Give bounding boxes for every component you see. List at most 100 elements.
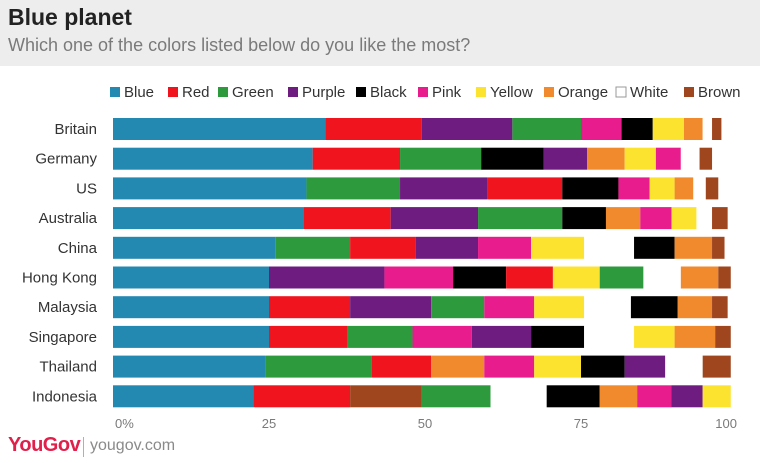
bar-row-china [113, 236, 725, 259]
y-label-britain: Britain [54, 121, 97, 138]
bar-segment-us-black [562, 177, 619, 200]
bar-segment-china-blue [113, 236, 276, 259]
bar-segment-singapore-orange [674, 325, 716, 348]
bar-segment-hong-kong-blue [113, 266, 269, 289]
bar-segment-malaysia-white [584, 296, 631, 319]
y-label-thailand: Thailand [39, 359, 97, 376]
y-label-china: China [58, 240, 98, 257]
legend-swatch-pink [418, 87, 428, 97]
bar-segment-us-green [306, 177, 401, 200]
bar-segment-malaysia-blue [113, 296, 269, 319]
y-label-australia: Australia [39, 210, 98, 227]
bar-segment-china-white [584, 236, 635, 259]
bar-segment-indonesia-white [490, 385, 547, 408]
bar-segment-china-orange [674, 236, 713, 259]
bar-segment-australia-white [696, 207, 713, 230]
bar-segment-indonesia-blue [113, 385, 254, 408]
bar-segment-malaysia-orange [677, 296, 713, 319]
bar-segment-hong-kong-black [453, 266, 507, 289]
legend-swatch-orange [544, 87, 554, 97]
bar-segment-singapore-black [531, 325, 585, 348]
bar-segment-britain-white [702, 118, 713, 140]
legend-label-orange: Orange [558, 84, 608, 101]
chart-header: Blue planet Which one of the colors list… [0, 0, 760, 66]
bar-segment-malaysia-green [431, 296, 485, 319]
legend-swatch-white [615, 86, 627, 98]
legend-label-red: Red [182, 84, 210, 101]
bar-segment-singapore-white [584, 325, 635, 348]
bar-segment-indonesia-yellow [702, 385, 731, 408]
bar-segment-thailand-blue [113, 355, 266, 378]
bar-segment-australia-black [562, 207, 606, 230]
bar-segment-indonesia-red [253, 385, 351, 408]
bar-segment-indonesia-black [546, 385, 600, 408]
y-label-hong-kong: Hong Kong [22, 270, 97, 287]
y-label-malaysia: Malaysia [38, 299, 98, 316]
bar-segment-malaysia-yellow [534, 296, 585, 319]
chart-bars [113, 118, 731, 408]
bar-segment-us-purple [400, 177, 488, 200]
bar-segment-malaysia-brown [712, 296, 728, 319]
bar-segment-britain-black [621, 118, 653, 140]
bar-segment-china-brown [712, 236, 725, 259]
bar-segment-germany-white [680, 147, 700, 170]
bar-segment-germany-green [400, 147, 482, 170]
legend-swatch-red [168, 87, 178, 97]
bar-segment-singapore-yellow [634, 325, 675, 348]
bar-segment-china-pink [478, 236, 532, 259]
legend-label-green: Green [232, 84, 274, 101]
bar-segment-malaysia-red [269, 296, 351, 319]
y-axis-labels: Britain Germany US Australia China Hong Kong M… [22, 121, 98, 405]
bar-segment-thailand-white [665, 355, 703, 378]
bar-segment-hong-kong-purple [269, 266, 385, 289]
legend-label-purple: Purple [302, 84, 345, 101]
bar-segment-singapore-blue [113, 325, 269, 348]
bar-segment-hong-kong-orange [680, 266, 719, 289]
bar-segment-britain-red [325, 118, 422, 140]
y-label-germany: Germany [35, 151, 97, 168]
bar-segment-thailand-pink [484, 355, 535, 378]
bar-row-germany [113, 147, 713, 170]
bar-segment-hong-kong-red [506, 266, 553, 289]
x-tick-100: 100 [715, 416, 737, 431]
bar-segment-australia-pink [640, 207, 672, 230]
bar-segment-china-purple [415, 236, 479, 259]
legend-swatch-purple [288, 87, 298, 97]
bar-segment-australia-yellow [671, 207, 697, 230]
bar-segment-hong-kong-white [643, 266, 681, 289]
bar-segment-thailand-green [265, 355, 372, 378]
legend-label-white: White [630, 84, 668, 101]
bar-segment-singapore-pink [412, 325, 472, 348]
bar-segment-britain-orange [683, 118, 703, 140]
bar-segment-germany-blue [113, 147, 313, 170]
bar-segment-thailand-yellow [534, 355, 581, 378]
bar-segment-australia-blue [113, 207, 304, 230]
bar-segment-singapore-red [269, 325, 347, 348]
bar-row-us [113, 177, 719, 200]
footer-divider [83, 437, 84, 457]
bar-segment-australia-red [303, 207, 391, 230]
bar-segment-china-green [275, 236, 351, 259]
bar-row-hong-kong [113, 266, 731, 289]
legend-label-brown: Brown [698, 84, 741, 101]
bar-segment-singapore-brown [715, 325, 731, 348]
bar-row-singapore [113, 325, 731, 348]
y-label-us: US [76, 180, 97, 197]
bar-segment-malaysia-purple [350, 296, 432, 319]
legend-swatch-black [356, 87, 366, 97]
bar-segment-hong-kong-pink [384, 266, 454, 289]
bar-segment-malaysia-black [630, 296, 678, 319]
bar-segment-australia-orange [605, 207, 641, 230]
bar-segment-australia-purple [390, 207, 479, 230]
legend-label-yellow: Yellow [490, 84, 533, 101]
stacked-bar-chart: Blue Red Green Purple Black Pink Yellow Orange W… [22, 84, 741, 431]
y-label-indonesia: Indonesia [32, 388, 98, 405]
bar-segment-thailand-black [581, 355, 625, 378]
bar-segment-us-orange [674, 177, 694, 200]
bar-segment-britain-purple [421, 118, 513, 140]
x-axis-ticks: 0% 25 50 75 100 [115, 416, 737, 431]
legend-label-black: Black [370, 84, 407, 101]
bar-segment-hong-kong-yellow [552, 266, 600, 289]
bar-segment-china-black [634, 236, 675, 259]
bar-segment-us-brown [705, 177, 719, 200]
